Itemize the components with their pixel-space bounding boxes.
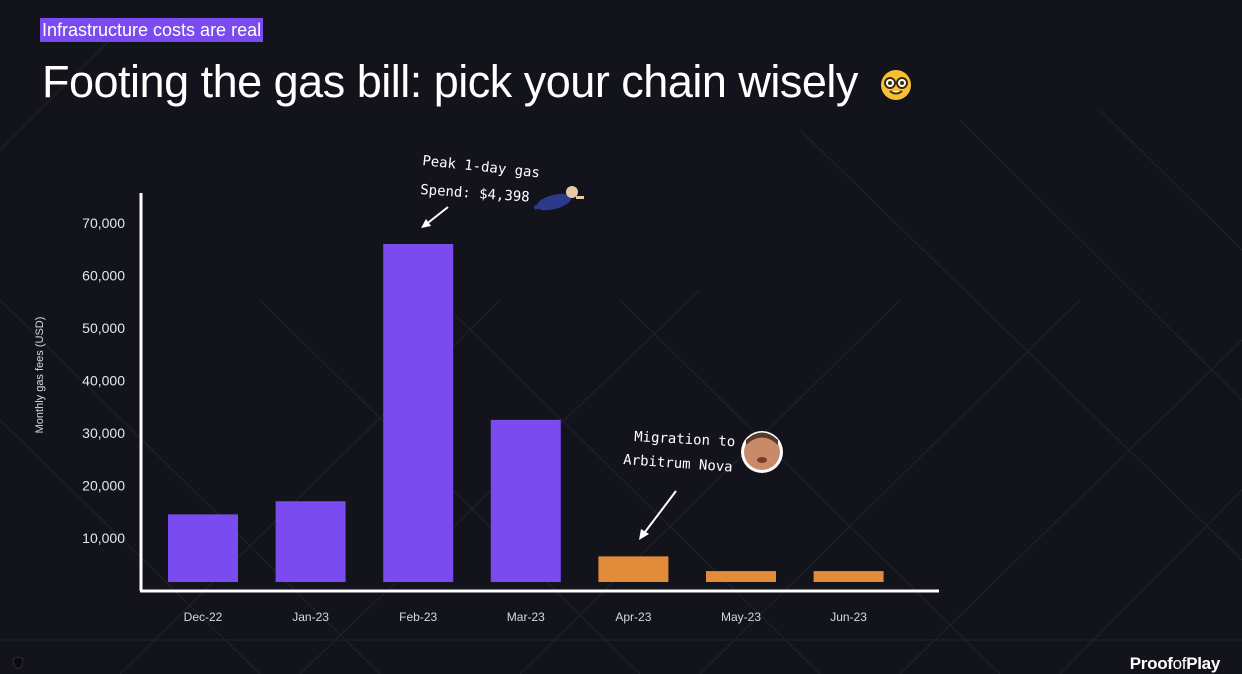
bar-may-23: [706, 571, 776, 582]
x-tick-label: May-23: [721, 610, 761, 624]
x-tick-label: Mar-23: [507, 610, 545, 624]
y-tick-label: 40,000: [82, 373, 125, 389]
migration-annotation: Migration to Arbitrum Nova: [623, 429, 783, 540]
y-tick-label: 20,000: [82, 478, 125, 494]
peak-arrow-head: [421, 219, 431, 228]
brand-logo-part1: Proof: [1129, 654, 1173, 673]
peak-annotation-line2: Spend: $4,398: [420, 182, 530, 206]
slide-title-text: Footing the gas bill: pick your chain wi…: [42, 56, 858, 107]
bar-jan-23: [275, 501, 346, 582]
shield-icon: [12, 656, 24, 670]
face-avatar-sticker-icon: [741, 431, 783, 473]
brand-logo: ProofofPlay: [1129, 654, 1221, 674]
y-tick-label: 50,000: [82, 320, 125, 336]
brand-logo-part2: of: [1172, 654, 1187, 673]
migration-annotation-line1: Migration to: [634, 429, 736, 450]
migration-arrow-head: [639, 529, 649, 540]
y-axis-label: Monthly gas fees (USD): [34, 317, 46, 434]
y-tick-label: 10,000: [82, 530, 125, 546]
nerd-face-emoji-icon: [880, 70, 911, 101]
flying-man-sticker-icon: [533, 186, 584, 211]
bar-jun-23: [813, 571, 884, 582]
peak-annotation-line1: Peak 1-day gas: [422, 153, 541, 181]
peak-annotation: Peak 1-day gas Spend: $4,398: [420, 153, 584, 228]
x-tick-label: Dec-22: [184, 610, 223, 624]
bar-dec-22: [168, 514, 238, 582]
slide-title: Footing the gas bill: pick your chain wi…: [42, 56, 912, 108]
x-tick-label: Jan-23: [292, 610, 329, 624]
migration-annotation-line2: Arbitrum Nova: [623, 452, 733, 476]
x-tick-label: Jun-23: [830, 610, 867, 624]
section-label: Infrastructure costs are real: [40, 18, 264, 42]
y-tick-label: 30,000: [82, 425, 125, 441]
bar-apr-23: [598, 556, 669, 582]
brand-logo-part3: Play: [1186, 654, 1220, 673]
x-tick-label: Feb-23: [399, 610, 437, 624]
y-tick-label: 60,000: [82, 268, 125, 284]
x-tick-label: Apr-23: [615, 610, 651, 624]
bar-feb-23: [383, 244, 454, 582]
bar-mar-23: [490, 419, 561, 582]
migration-arrow: [641, 490, 677, 537]
y-tick-label: 70,000: [82, 215, 125, 231]
